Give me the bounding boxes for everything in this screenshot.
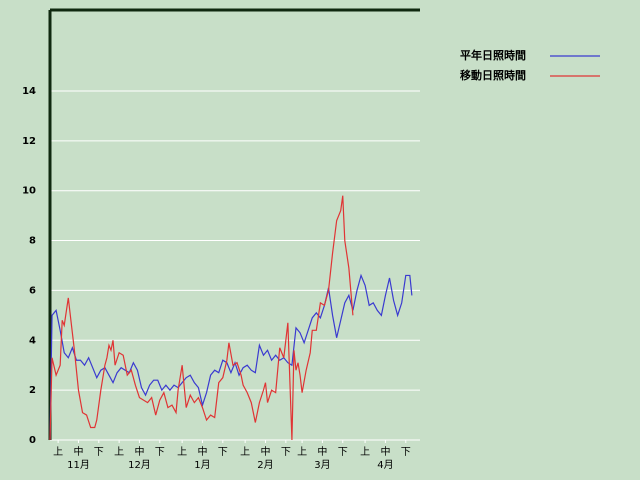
legend-label: 移動日照時間	[460, 68, 526, 82]
month-label: 2月	[257, 459, 273, 471]
x-tick-label: 上	[297, 446, 307, 458]
y-tick-label: 8	[29, 236, 36, 247]
x-tick-label: 中	[317, 445, 327, 458]
x-tick-label: 下	[401, 447, 411, 458]
x-tick-label: 上	[240, 446, 250, 458]
x-tick-label: 下	[218, 447, 228, 458]
x-tick-label: 中	[197, 445, 207, 458]
month-label: 11月	[67, 459, 90, 471]
y-tick-label: 4	[29, 335, 36, 346]
x-tick-label: 上	[53, 446, 63, 458]
month-label: 4月	[377, 459, 393, 471]
month-label: 12月	[128, 459, 151, 471]
y-tick-label: 10	[22, 186, 36, 197]
month-label: 3月	[314, 459, 330, 471]
x-tick-label: 上	[114, 446, 124, 458]
x-tick-label: 中	[134, 445, 144, 458]
line	[49, 273, 413, 441]
y-tick-label: 2	[29, 385, 36, 396]
y-tick-label: 12	[22, 136, 36, 147]
y-tick-label: 6	[29, 285, 36, 296]
x-tick-label: 下	[338, 447, 348, 458]
x-tick-label: 下	[155, 447, 165, 458]
legend-label: 平年日照時間	[460, 48, 526, 62]
x-tick-label: 中	[73, 445, 83, 458]
y-tick-label: 14	[22, 86, 36, 97]
x-tick-label: 下	[94, 447, 104, 458]
x-tick-label: 上	[177, 446, 187, 458]
x-tick-label: 中	[380, 445, 390, 458]
x-tick-label: 下	[281, 447, 291, 458]
x-tick-label: 中	[260, 445, 270, 458]
line	[49, 195, 354, 441]
y-tick-label: 0	[29, 435, 36, 446]
x-tick-label: 上	[360, 446, 370, 458]
month-label: 1月	[194, 459, 210, 471]
